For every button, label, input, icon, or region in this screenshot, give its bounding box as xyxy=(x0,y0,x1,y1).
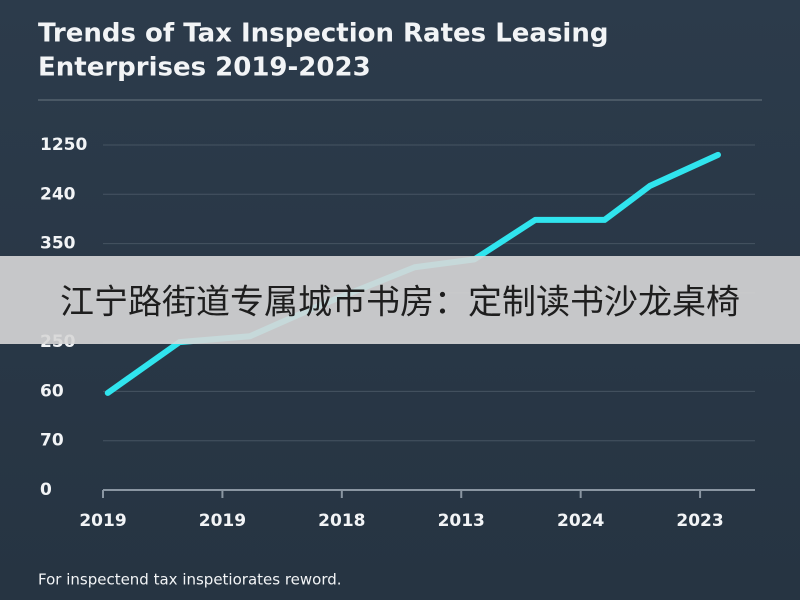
y-tick-label: 1250 xyxy=(40,135,87,155)
x-tick-label: 2019 xyxy=(79,511,126,531)
y-tick-label: 60 xyxy=(40,381,64,401)
x-tick-label: 2013 xyxy=(438,511,485,531)
overlay-banner xyxy=(0,256,800,344)
x-tick-label: 2024 xyxy=(557,511,604,531)
chart-title: Trends of Tax Inspection Rates Leasing xyxy=(38,19,608,49)
footnote: For inspectend tax inspetiorates reword. xyxy=(38,571,342,589)
y-tick-label: 350 xyxy=(40,234,76,254)
chart-title: Enterprises 2019-2023 xyxy=(38,53,371,83)
x-tick-label: 2018 xyxy=(318,511,365,531)
y-tick-label: 0 xyxy=(40,480,52,500)
x-tick-label: 2019 xyxy=(199,511,246,531)
y-tick-label: 240 xyxy=(40,184,76,204)
x-tick-label: 2023 xyxy=(676,511,723,531)
overlay-text: 江宁路街道专属城市书房：定制读书沙龙桌椅 xyxy=(60,283,740,323)
y-tick-label: 70 xyxy=(40,431,64,451)
